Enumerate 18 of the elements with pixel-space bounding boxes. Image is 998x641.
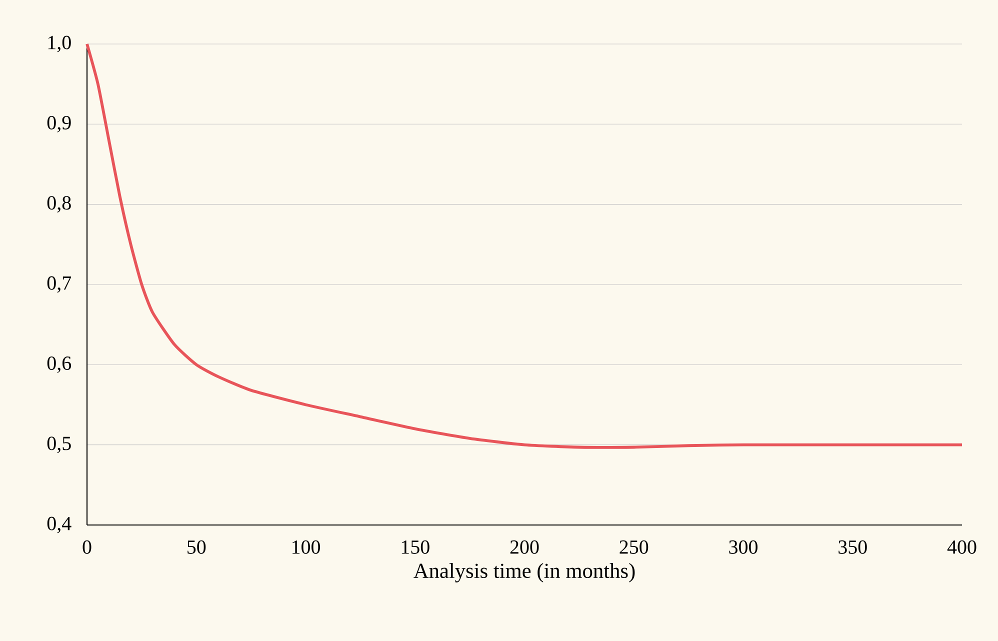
x-tick-label: 400 — [947, 540, 976, 554]
x-tick-label: 50 — [188, 540, 206, 554]
y-tick-label: 1,0 — [48, 36, 71, 52]
y-tick-label: 0,7 — [47, 276, 72, 293]
y-tick-label: 0,6 — [47, 356, 72, 373]
x-tick-label: 350 — [838, 540, 867, 554]
y-tick-label: 0,9 — [47, 116, 71, 132]
x-axis-title: Analysis time (in months) — [414, 563, 635, 582]
y-tick-label: 0,5 — [47, 436, 71, 454]
y-tick-label: 0,4 — [47, 516, 72, 534]
y-tick-label: 0,8 — [47, 196, 71, 213]
line-series — [86, 42, 964, 449]
x-tick-label: 150 — [402, 540, 430, 554]
x-tick-label: 300 — [729, 540, 758, 554]
x-tick-label: 0 — [82, 540, 92, 554]
x-tick-label: 250 — [620, 540, 648, 554]
x-tick-label: 200 — [510, 540, 539, 554]
x-tick-label: 100 — [292, 540, 320, 554]
